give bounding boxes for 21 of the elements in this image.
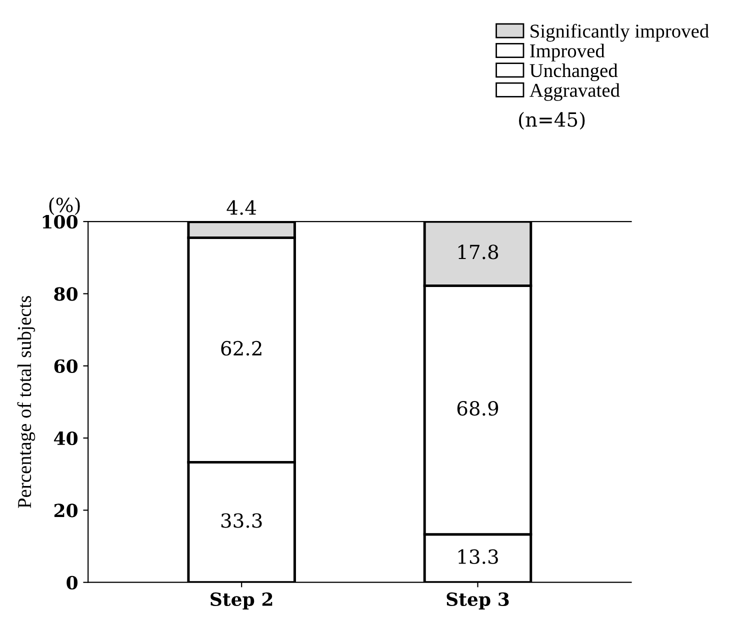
data-label: 4.4 xyxy=(226,200,256,215)
y-tick-label: 60 xyxy=(54,359,78,373)
y-tick-label: 40 xyxy=(54,431,78,446)
data-label: 13.3 xyxy=(458,549,498,564)
x-tick-label: Step 3 xyxy=(446,592,509,610)
x-tick-label: Step 2 xyxy=(210,592,272,610)
legend-label: Unchanged xyxy=(530,63,618,82)
data-label: 17.8 xyxy=(458,244,498,260)
y-tick-label: 80 xyxy=(54,287,78,301)
legend-label: Improved xyxy=(530,44,605,62)
data-label: 62.2 xyxy=(221,340,262,356)
y-axis-title: Percentage of total subjects xyxy=(17,296,36,508)
legend-label: Aggravated xyxy=(530,83,620,101)
legend-label: Significantly improved xyxy=(530,24,709,42)
text: (%) xyxy=(49,197,80,216)
data-label: 68.9 xyxy=(457,401,498,416)
y-tick-label: 20 xyxy=(54,504,78,518)
y-tick-label: 0 xyxy=(66,576,78,590)
y-tick-label: 100 xyxy=(42,215,78,229)
text: (n=45) xyxy=(519,112,585,130)
data-label: 33.3 xyxy=(221,513,262,528)
